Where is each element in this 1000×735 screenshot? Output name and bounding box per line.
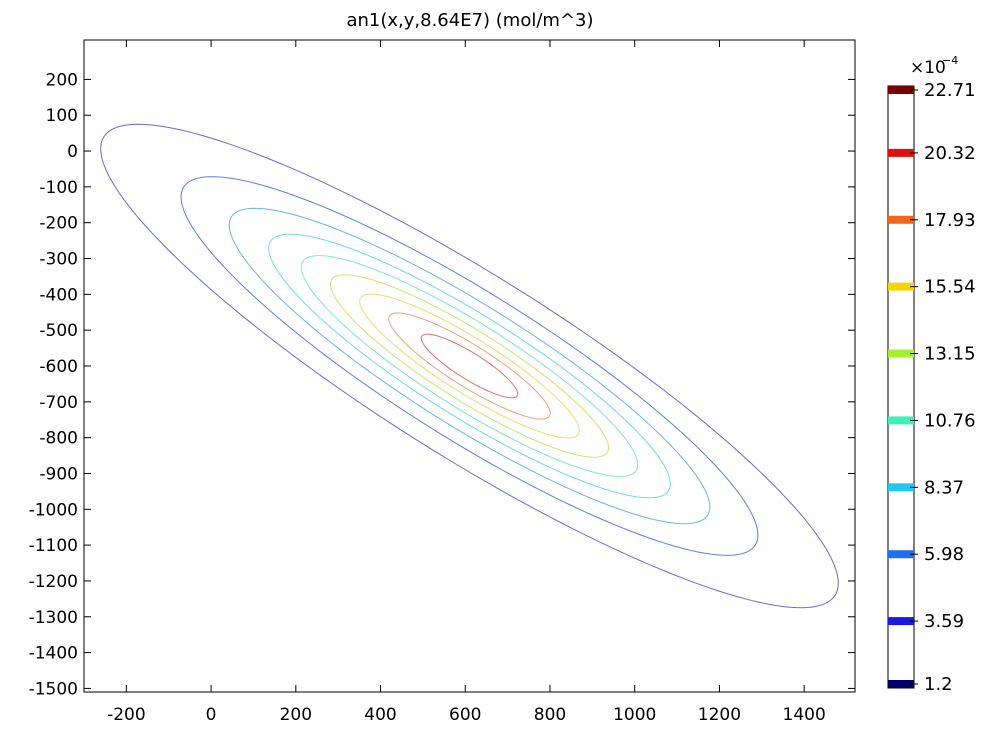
colorbar-level-mark [888,483,914,492]
colorbar-label: 3.59 [924,611,964,632]
x-tick-label: 800 [534,705,566,725]
y-tick-label: -400 [39,285,78,305]
colorbar-level-mark [888,416,914,425]
x-tick-label: 400 [364,705,396,725]
y-tick-label: 200 [46,70,78,90]
x-tick-label: -200 [107,705,146,725]
x-tick-label: 1200 [698,705,741,725]
colorbar: ×10 −4 1.2 3.59 5.98 8.37 10.76 13.15 15.54 17.… [887,54,976,695]
x-tick-label: 1000 [613,705,656,725]
colorbar-label: 10.76 [924,410,976,431]
colorbar-label: 5.98 [924,544,964,565]
contour-line-13.15 [329,274,610,458]
colorbar-frame [887,85,915,689]
contour-line-8.37 [268,233,671,499]
colorbar-label: 20.32 [924,143,976,164]
colorbar-level-mark [888,215,914,224]
y-tick-label: -800 [39,429,78,449]
colorbar-level-mark [888,282,914,291]
colorbar-label: 22.71 [924,80,976,101]
contour-line-20.32 [420,333,519,399]
y-tick-label: -500 [39,321,78,341]
colorbar-level-mark [888,148,914,157]
colorbar-level-mark [888,680,914,688]
contour-line-1.2 [100,123,839,609]
colorbar-exponent: −4 [942,54,958,67]
colorbar-label: 15.54 [924,277,976,298]
colorbar-level-mark [888,349,914,358]
contour-line-15.54 [359,293,580,439]
y-tick-label: -1200 [29,572,78,592]
plot-frame [83,39,856,693]
contour-line-5.98 [228,207,711,525]
y-tick-label: -200 [39,214,78,234]
colorbar-multiplier: ×10 [910,58,946,78]
y-tick-label: -1100 [29,536,78,556]
colorbar-level-mark [888,550,914,559]
contour-line-3.59 [180,176,759,556]
y-tick-label: 0 [67,142,78,162]
y-tick-label: -1300 [29,608,78,628]
y-tick-label: -1000 [29,500,78,520]
colorbar-level-mark [888,617,914,626]
y-axis: 200 100 0 -100 -200 -300 -400 -500 -600 -700 -800 -… [29,70,855,699]
y-tick-label: -1400 [29,644,78,664]
x-tick-label: 0 [206,705,217,725]
y-tick-label: 100 [46,106,78,126]
colorbar-level-mark [888,86,914,94]
x-axis: -200 0 200 400 600 800 1000 1200 1400 [107,40,826,725]
y-tick-label: -700 [39,393,78,413]
colorbar-label: 8.37 [924,477,964,498]
colorbar-label: 13.15 [924,344,976,365]
x-tick-label: 600 [449,705,481,725]
y-tick-label: -1500 [29,679,78,699]
y-tick-label: -300 [39,250,78,270]
y-tick-label: -900 [39,464,78,484]
contour-lines [100,123,839,609]
x-tick-label: 1400 [783,705,826,725]
colorbar-label: 17.93 [924,210,976,231]
y-tick-label: -100 [39,178,78,198]
chart-title: an1(x,y,8.64E7) (mol/m^3) [346,10,593,31]
y-tick-label: -600 [39,357,78,377]
x-tick-label: 200 [280,705,312,725]
contour-line-10.76 [300,255,639,477]
contour-line-17.93 [388,312,551,420]
colorbar-label: 1.2 [924,674,953,695]
